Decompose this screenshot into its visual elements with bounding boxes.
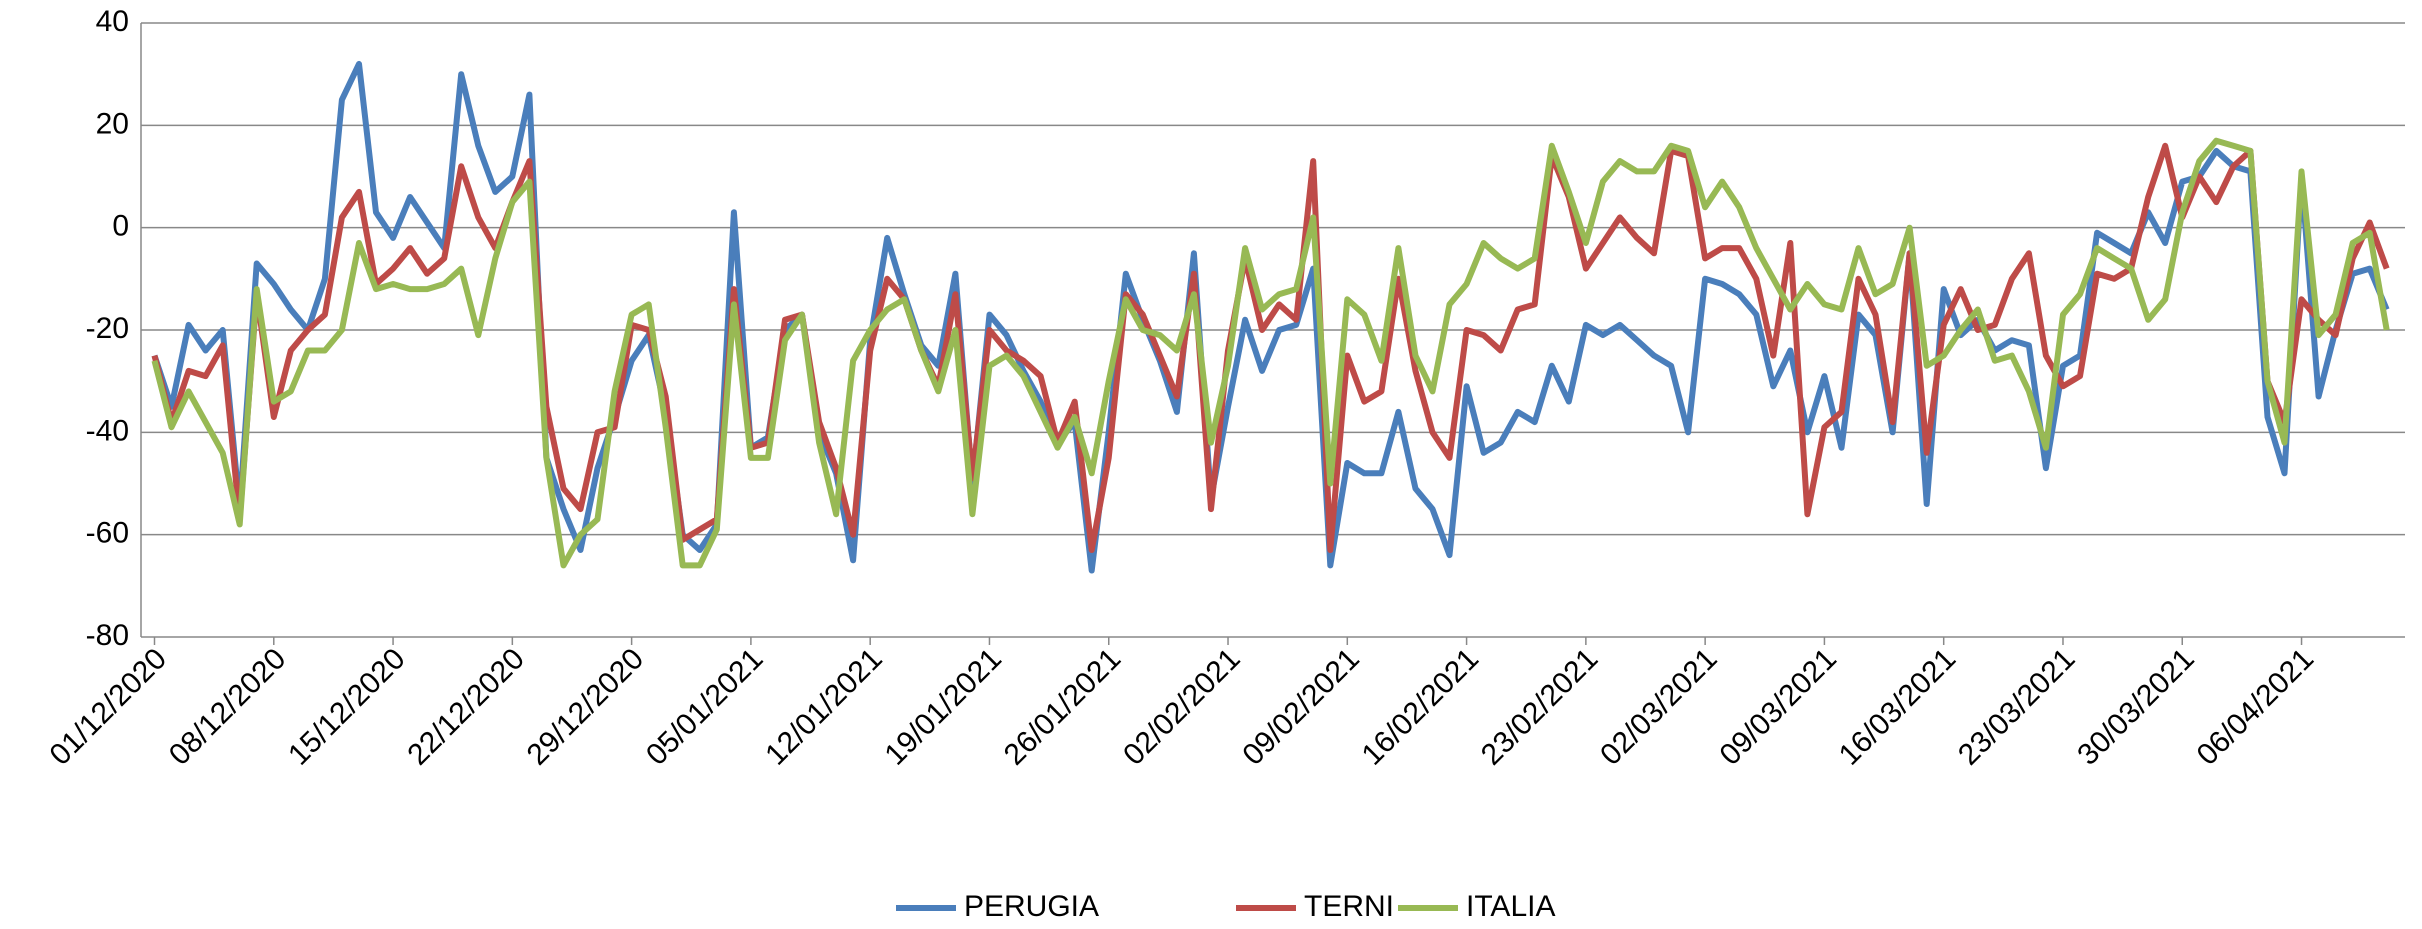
- x-tick-label: 30/03/2021: [2071, 642, 2201, 772]
- x-tick-label: 02/02/2021: [1117, 642, 1247, 772]
- y-tick-label: -80: [86, 619, 129, 652]
- x-tick-label: 05/01/2021: [640, 642, 770, 772]
- x-tick-label: 12/01/2021: [759, 642, 889, 772]
- legend-label: TERNI: [1304, 890, 1394, 923]
- x-tick-label: 09/02/2021: [1236, 642, 1366, 772]
- x-tick-label: 02/03/2021: [1594, 642, 1724, 772]
- x-tick-label: 09/03/2021: [1713, 642, 1843, 772]
- x-tick-label: 15/12/2020: [282, 642, 412, 772]
- legend-label: PERUGIA: [964, 890, 1099, 923]
- x-tick-label: 19/01/2021: [879, 642, 1009, 772]
- x-tick-label: 16/03/2021: [1833, 642, 1963, 772]
- y-tick-label: -40: [86, 414, 129, 447]
- x-tick-label: 08/12/2020: [163, 642, 293, 772]
- y-tick-label: -20: [86, 312, 129, 345]
- y-tick-label: 20: [96, 107, 129, 140]
- y-tick-label: 0: [112, 210, 129, 243]
- legend-label: ITALIA: [1466, 890, 1555, 923]
- x-tick-label: 23/03/2021: [1952, 642, 2082, 772]
- x-tick-label: 01/12/2020: [44, 642, 174, 772]
- x-tick-label: 16/02/2021: [1356, 642, 1486, 772]
- line-series: [151, 137, 2390, 569]
- x-tick-label: 29/12/2020: [521, 642, 651, 772]
- y-tick-label: 40: [96, 5, 129, 38]
- x-tick-label: 26/01/2021: [998, 642, 1128, 772]
- x-tick-label: 23/02/2021: [1475, 642, 1605, 772]
- line-series: [151, 60, 2390, 574]
- line-series: [151, 142, 2390, 553]
- y-tick-label: -60: [86, 517, 129, 550]
- x-tick-label: 06/04/2021: [2191, 642, 2321, 772]
- x-tick-label: 22/12/2020: [401, 642, 531, 772]
